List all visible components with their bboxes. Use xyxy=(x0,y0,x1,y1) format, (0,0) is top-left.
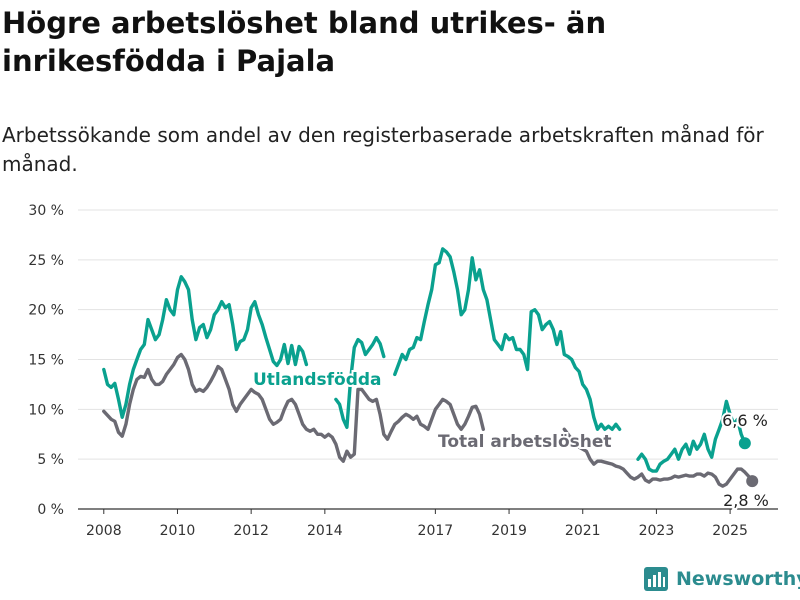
x-tick-label-2025: 2025 xyxy=(712,523,748,539)
bar-chart-icon xyxy=(644,567,668,591)
utlandsfodda-line-segment-0 xyxy=(102,275,309,419)
total-line-segment-0 xyxy=(102,352,485,463)
utlandsfodda-line-segment-1 xyxy=(334,335,386,429)
x-tick-label-2010: 2010 xyxy=(160,523,196,539)
series-lines xyxy=(102,247,759,488)
utlandsfodda-end-point xyxy=(738,437,751,450)
x-axis: 2008 2010 2012 2014 2017 2019 2021 2023 2025 xyxy=(86,509,748,539)
x-tick-label-2012: 2012 xyxy=(233,523,269,539)
chart-subtitle: Arbetssökande som andel av den registerb… xyxy=(2,123,764,176)
x-tick-label-2019: 2019 xyxy=(491,523,527,539)
series-labels: Utlandsfödda Total arbetslöshet 6,6 % 2,8 % xyxy=(251,368,771,512)
brand-name: Newsworthy xyxy=(676,568,800,590)
total-line-segment-1 xyxy=(562,427,754,488)
y-tick-label-30: 30 % xyxy=(28,203,64,219)
total-end-value-label: 2,8 % xyxy=(723,491,769,510)
chart-title: Högre arbetslöshet bland utrikes- än inr… xyxy=(2,6,607,78)
utlandsfodda-line-segment-2 xyxy=(393,247,622,431)
x-tick-label-2014: 2014 xyxy=(307,523,343,539)
line-chart: 0 %5 %10 %15 %20 %25 %30 % 2008 2010 2012 2… xyxy=(28,203,778,539)
y-tick-label-10: 10 % xyxy=(28,402,64,418)
y-tick-label-25: 25 % xyxy=(28,253,64,269)
y-tick-label-5: 5 % xyxy=(37,452,64,468)
total-end-point xyxy=(746,475,759,488)
x-tick-label-2023: 2023 xyxy=(639,523,675,539)
x-tick-label-2008: 2008 xyxy=(86,523,122,539)
utlandsfodda-series-label: Utlandsfödda xyxy=(253,370,382,390)
y-tick-label-0: 0 % xyxy=(37,502,64,518)
total-series-label: Total arbetslöshet xyxy=(438,432,612,452)
x-tick-label-2021: 2021 xyxy=(565,523,601,539)
y-tick-label-15: 15 % xyxy=(28,353,64,369)
utlandsfodda-line-segment-3 xyxy=(636,399,747,473)
newsworthy-logo: Newsworthy xyxy=(644,567,800,591)
x-tick-label-2017: 2017 xyxy=(418,523,454,539)
y-tick-label-20: 20 % xyxy=(28,303,64,319)
y-axis-tick-labels: 0 % 5 % 10 % 15 % 20 % 25 % 30 % xyxy=(28,203,64,518)
utlandsfodda-end-value-label: 6,6 % xyxy=(722,411,768,430)
